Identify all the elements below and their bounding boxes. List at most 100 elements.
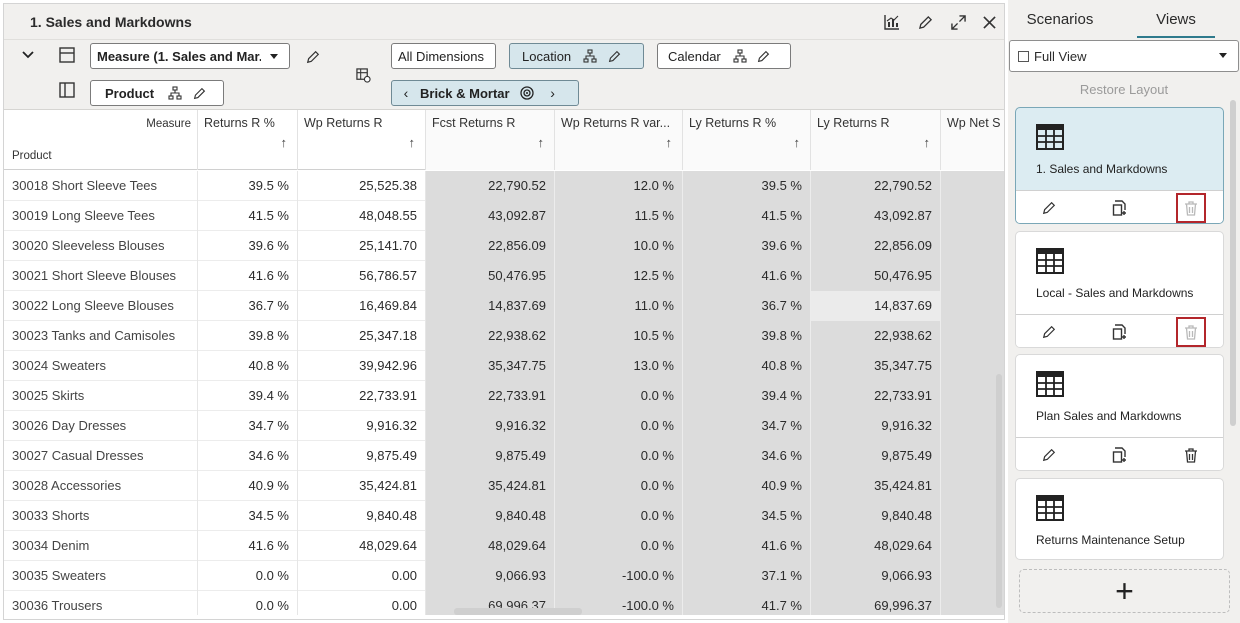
- duplicate-view-icon[interactable]: [1105, 317, 1135, 347]
- value-cell[interactable]: 9,916.32: [298, 411, 426, 441]
- column-header[interactable]: Wp Returns R ↑: [298, 110, 426, 170]
- column-header[interactable]: Ly Returns R ↑: [811, 110, 941, 170]
- value-cell[interactable]: 9,840.48: [298, 501, 426, 531]
- column-layout-icon[interactable]: [58, 81, 76, 99]
- calendar-dimension-tile[interactable]: Calendar: [657, 43, 791, 69]
- product-cell[interactable]: 30023 Tanks and Camisoles: [4, 321, 198, 351]
- next-page-icon[interactable]: ›: [550, 85, 555, 101]
- view-select-dropdown[interactable]: Full View: [1009, 40, 1239, 72]
- value-cell[interactable]: 48,029.64: [298, 531, 426, 561]
- value-cell[interactable]: 0.0 %: [198, 561, 298, 591]
- view-card[interactable]: Local - Sales and Markdowns: [1015, 231, 1224, 348]
- sort-arrow-icon[interactable]: ↑: [537, 135, 545, 150]
- product-cell[interactable]: 30028 Accessories: [4, 471, 198, 501]
- product-cell[interactable]: 30018 Short Sleeve Tees: [4, 171, 198, 201]
- value-cell[interactable]: 9,875.49: [298, 441, 426, 471]
- value-cell[interactable]: 39.5 %: [198, 171, 298, 201]
- value-cell[interactable]: 25,525.38: [298, 171, 426, 201]
- product-cell[interactable]: 30026 Day Dresses: [4, 411, 198, 441]
- product-cell[interactable]: 30021 Short Sleeve Blouses: [4, 261, 198, 291]
- chevron-down-icon[interactable]: [20, 47, 36, 63]
- chart-icon[interactable]: [882, 12, 902, 32]
- value-cell[interactable]: 16,469.84: [298, 291, 426, 321]
- tab-scenarios[interactable]: Scenarios: [1026, 11, 1094, 28]
- value-cell[interactable]: 41.6 %: [198, 261, 298, 291]
- column-header[interactable]: Ly Returns R % ↑: [683, 110, 811, 170]
- column-header[interactable]: Returns R % ↑: [198, 110, 298, 170]
- value-cell[interactable]: 39.4 %: [198, 381, 298, 411]
- value-cell[interactable]: 39.8 %: [198, 321, 298, 351]
- value-cell[interactable]: 48,048.55: [298, 201, 426, 231]
- value-cell[interactable]: 36.7 %: [198, 291, 298, 321]
- sort-arrow-icon[interactable]: ↑: [793, 135, 801, 150]
- column-header[interactable]: Fcst Returns R ↑: [426, 110, 555, 170]
- product-cell[interactable]: 30025 Skirts: [4, 381, 198, 411]
- value-cell[interactable]: 35,424.81: [298, 471, 426, 501]
- view-card[interactable]: Plan Sales and Markdowns: [1015, 354, 1224, 471]
- expand-icon[interactable]: [948, 12, 968, 32]
- delete-view-trash-icon[interactable]: [1176, 193, 1206, 223]
- vertical-scrollbar[interactable]: [996, 374, 1002, 608]
- value-cell[interactable]: 25,347.18: [298, 321, 426, 351]
- pivot-settings-icon[interactable]: [354, 66, 372, 84]
- view-card[interactable]: Returns Maintenance Setup: [1015, 478, 1224, 560]
- product-dimension-tile[interactable]: Product: [90, 80, 224, 106]
- delete-view-trash-icon[interactable]: [1176, 317, 1206, 347]
- value-cell[interactable]: 25,141.70: [298, 231, 426, 261]
- measure-dropdown[interactable]: Measure (1. Sales and Mar...: [90, 43, 290, 69]
- edit-measure-pencil-icon[interactable]: [304, 48, 322, 66]
- value-cell[interactable]: 40.8 %: [198, 351, 298, 381]
- edit-view-pencil-icon[interactable]: [1034, 317, 1064, 347]
- add-view-button[interactable]: +: [1019, 569, 1230, 613]
- product-cell[interactable]: 30036 Trousers: [4, 591, 198, 615]
- duplicate-view-icon[interactable]: [1105, 193, 1135, 223]
- row-layout-icon[interactable]: [58, 46, 76, 64]
- restore-layout-link[interactable]: Restore Layout: [1079, 82, 1169, 97]
- edit-pencil-icon[interactable]: [605, 47, 623, 65]
- product-cell[interactable]: 30027 Casual Dresses: [4, 441, 198, 471]
- tab-views[interactable]: Views: [1137, 0, 1215, 38]
- edit-pencil-icon[interactable]: [190, 84, 208, 102]
- delete-view-trash-icon[interactable]: [1176, 440, 1206, 470]
- sort-arrow-icon[interactable]: ↑: [665, 135, 673, 150]
- edit-pencil-icon[interactable]: [755, 47, 773, 65]
- sort-arrow-icon[interactable]: ↑: [280, 135, 288, 150]
- value-cell[interactable]: 0.0 %: [198, 591, 298, 615]
- value-cell[interactable]: 34.5 %: [198, 501, 298, 531]
- value-cell[interactable]: 39.6 %: [198, 231, 298, 261]
- all-dimensions-tile[interactable]: All Dimensions: [391, 43, 496, 69]
- duplicate-view-icon[interactable]: [1105, 440, 1135, 470]
- value-cell[interactable]: 39,942.96: [298, 351, 426, 381]
- product-cell[interactable]: 30024 Sweaters: [4, 351, 198, 381]
- location-dimension-tile[interactable]: Location: [509, 43, 644, 69]
- edit-pencil-icon[interactable]: [915, 12, 935, 32]
- target-icon[interactable]: [518, 84, 536, 102]
- value-cell[interactable]: 22,733.91: [298, 381, 426, 411]
- view-card[interactable]: 1. Sales and Markdowns: [1015, 107, 1224, 224]
- sort-arrow-icon[interactable]: ↑: [408, 135, 416, 150]
- value-cell[interactable]: 34.7 %: [198, 411, 298, 441]
- product-cell[interactable]: 30022 Long Sleeve Blouses: [4, 291, 198, 321]
- value-cell[interactable]: 0.00: [298, 561, 426, 591]
- value-cell[interactable]: 56,786.57: [298, 261, 426, 291]
- edit-view-pencil-icon[interactable]: [1034, 440, 1064, 470]
- previous-page-icon[interactable]: ‹: [403, 85, 409, 101]
- product-cell[interactable]: 30020 Sleeveless Blouses: [4, 231, 198, 261]
- value-cell[interactable]: 40.9 %: [198, 471, 298, 501]
- hierarchy-icon[interactable]: [581, 47, 599, 65]
- product-cell[interactable]: 30035 Sweaters: [4, 561, 198, 591]
- value-cell[interactable]: 41.5 %: [198, 201, 298, 231]
- value-cell[interactable]: 0.00: [298, 591, 426, 615]
- column-header[interactable]: Wp Net S: [941, 110, 1004, 170]
- edit-view-pencil-icon[interactable]: [1034, 193, 1064, 223]
- value-cell[interactable]: 41.6 %: [198, 531, 298, 561]
- value-cell[interactable]: 34.6 %: [198, 441, 298, 471]
- hierarchy-icon[interactable]: [166, 84, 184, 102]
- product-cell[interactable]: 30019 Long Sleeve Tees: [4, 201, 198, 231]
- product-cell[interactable]: 30033 Shorts: [4, 501, 198, 531]
- close-icon[interactable]: [979, 12, 999, 32]
- hierarchy-icon[interactable]: [731, 47, 749, 65]
- column-header[interactable]: Wp Returns R var... ↑: [555, 110, 683, 170]
- horizontal-scrollbar[interactable]: [454, 608, 582, 615]
- side-scrollbar[interactable]: [1230, 100, 1236, 426]
